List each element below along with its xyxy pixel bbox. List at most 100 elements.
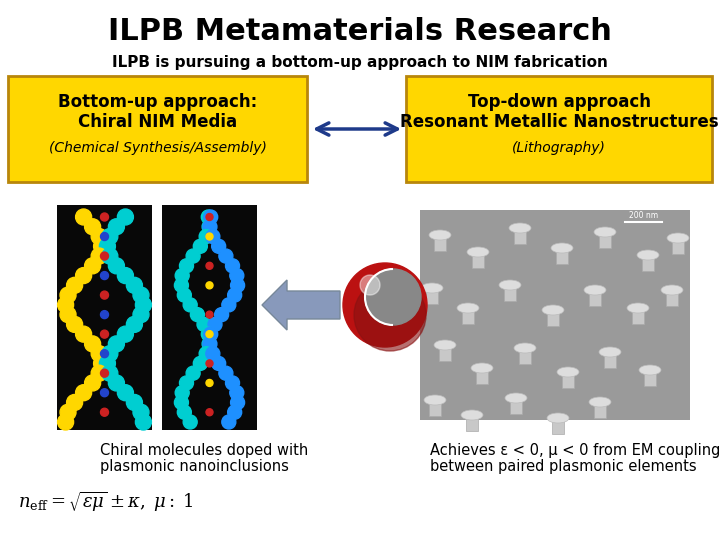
Circle shape <box>101 369 109 377</box>
Circle shape <box>222 415 236 429</box>
Circle shape <box>102 365 118 381</box>
Text: (Lithography): (Lithography) <box>512 141 606 155</box>
Circle shape <box>206 330 213 338</box>
Circle shape <box>212 239 225 253</box>
Circle shape <box>66 278 83 293</box>
Circle shape <box>194 356 207 370</box>
Circle shape <box>179 259 194 273</box>
Ellipse shape <box>471 363 493 373</box>
Text: Resonant Metallic Nanostructures: Resonant Metallic Nanostructures <box>400 113 719 131</box>
Circle shape <box>197 318 211 332</box>
Ellipse shape <box>499 280 521 290</box>
Circle shape <box>208 318 222 332</box>
Circle shape <box>66 316 83 333</box>
Circle shape <box>91 248 107 264</box>
Circle shape <box>101 291 109 299</box>
Circle shape <box>222 298 236 312</box>
Bar <box>162 205 257 430</box>
Circle shape <box>206 360 213 367</box>
Circle shape <box>76 268 91 284</box>
Circle shape <box>365 269 421 325</box>
Circle shape <box>76 384 91 401</box>
Text: Chiral molecules doped with: Chiral molecules doped with <box>100 442 308 457</box>
Circle shape <box>91 346 107 362</box>
Circle shape <box>206 311 213 318</box>
Bar <box>504 285 516 301</box>
Circle shape <box>94 238 109 254</box>
Circle shape <box>219 366 233 380</box>
Circle shape <box>186 366 200 380</box>
Ellipse shape <box>639 365 661 375</box>
Ellipse shape <box>667 233 689 243</box>
Circle shape <box>183 415 197 429</box>
Ellipse shape <box>557 367 579 377</box>
Circle shape <box>117 268 133 284</box>
Circle shape <box>133 404 149 420</box>
Bar <box>420 210 690 420</box>
Circle shape <box>101 310 109 319</box>
FancyBboxPatch shape <box>8 76 307 182</box>
Circle shape <box>177 405 192 419</box>
Ellipse shape <box>599 347 621 357</box>
Circle shape <box>203 337 217 351</box>
FancyArrowPatch shape <box>317 123 397 135</box>
Circle shape <box>186 249 200 263</box>
Text: Achieves ε < 0, μ < 0 from EM coupling: Achieves ε < 0, μ < 0 from EM coupling <box>430 442 720 457</box>
Circle shape <box>127 316 143 333</box>
Ellipse shape <box>457 303 479 313</box>
Bar <box>434 235 446 251</box>
Circle shape <box>99 355 115 372</box>
Ellipse shape <box>505 393 527 403</box>
Circle shape <box>228 288 242 302</box>
Bar <box>429 400 441 416</box>
Ellipse shape <box>461 410 483 420</box>
Ellipse shape <box>584 285 606 295</box>
Bar <box>462 308 474 324</box>
Ellipse shape <box>429 230 451 240</box>
Circle shape <box>175 268 189 282</box>
Circle shape <box>202 210 215 224</box>
Circle shape <box>225 376 240 390</box>
Circle shape <box>58 297 73 313</box>
Bar <box>642 255 654 271</box>
Bar <box>644 370 656 386</box>
Circle shape <box>85 336 101 352</box>
Bar <box>466 415 478 431</box>
Text: ILPB Metamaterials Research: ILPB Metamaterials Research <box>108 17 612 46</box>
Circle shape <box>101 389 109 397</box>
Bar <box>510 398 522 414</box>
Circle shape <box>117 384 133 401</box>
Circle shape <box>230 268 244 282</box>
Ellipse shape <box>637 250 659 260</box>
Text: (Chemical Synthesis/Assembly): (Chemical Synthesis/Assembly) <box>49 141 267 155</box>
Circle shape <box>190 308 204 322</box>
Circle shape <box>199 230 213 244</box>
Circle shape <box>203 220 217 234</box>
Circle shape <box>101 233 109 240</box>
Circle shape <box>360 275 380 295</box>
Circle shape <box>177 288 192 302</box>
Bar <box>599 232 611 248</box>
Ellipse shape <box>594 227 616 237</box>
Text: $n_{\rm eff} = \sqrt{\varepsilon\mu} \pm \kappa,\; \mu:\; 1$: $n_{\rm eff} = \sqrt{\varepsilon\mu} \pm… <box>18 490 194 514</box>
Circle shape <box>202 327 215 341</box>
Circle shape <box>135 414 151 430</box>
Circle shape <box>215 308 229 322</box>
Circle shape <box>204 327 217 341</box>
Circle shape <box>212 356 225 370</box>
Circle shape <box>99 238 115 254</box>
Text: Top-down approach: Top-down approach <box>467 93 650 111</box>
Circle shape <box>174 278 189 292</box>
Ellipse shape <box>467 247 489 257</box>
Bar <box>666 290 678 306</box>
Ellipse shape <box>509 223 531 233</box>
Circle shape <box>109 258 125 274</box>
Circle shape <box>206 380 213 387</box>
Ellipse shape <box>547 413 569 423</box>
Text: plasmonic nanoinclusions: plasmonic nanoinclusions <box>100 458 289 474</box>
Bar <box>632 308 644 324</box>
Circle shape <box>230 395 245 409</box>
Ellipse shape <box>542 305 564 315</box>
Circle shape <box>60 404 76 420</box>
Circle shape <box>101 252 109 260</box>
